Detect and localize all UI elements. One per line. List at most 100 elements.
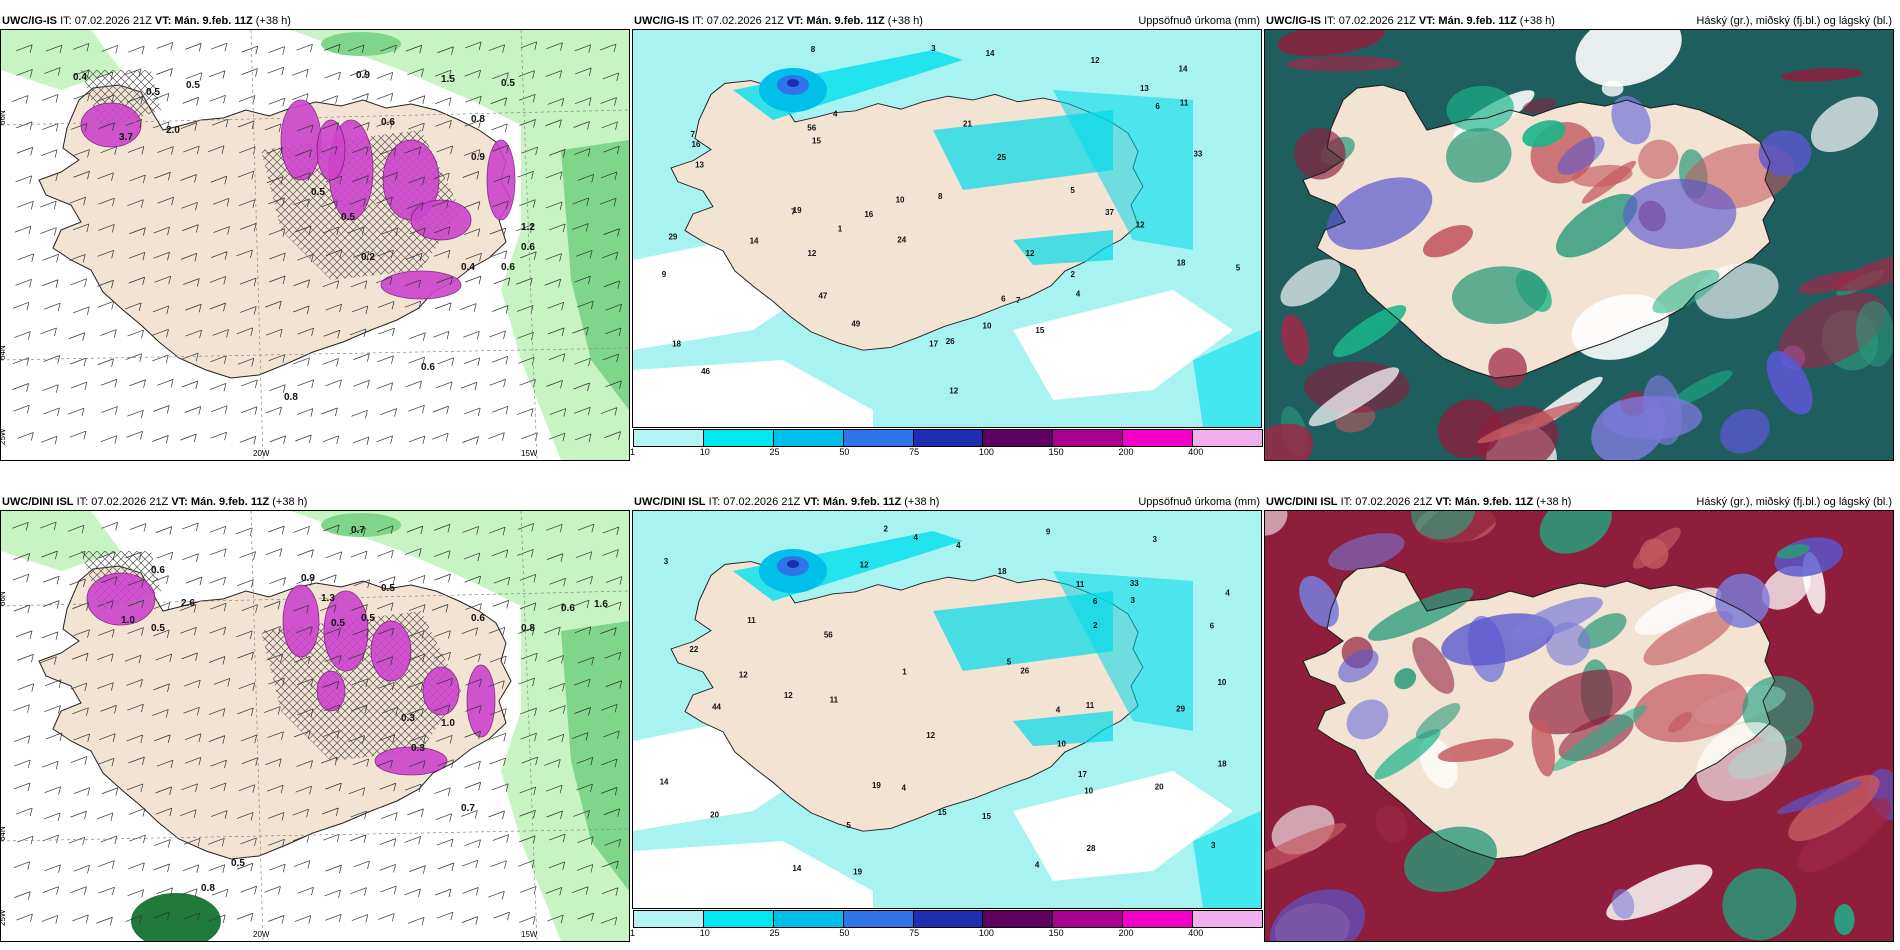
wind-barb <box>155 526 173 535</box>
wind-barb <box>68 332 86 341</box>
precip-map[interactable]: 14 8 15 6 16 12 26 14 4 7 24 19 47 56 21 13 37 33 25 12 12 18… <box>632 29 1262 428</box>
model-name: UWC/DINI ISL <box>2 496 74 508</box>
wind-barb <box>153 911 170 921</box>
wind-barb <box>73 92 90 102</box>
legend-label: 200 <box>1118 447 1134 457</box>
wind-barb <box>240 406 258 415</box>
wind-barb <box>546 523 563 533</box>
wind-barb <box>601 251 619 261</box>
wind-barb <box>323 833 340 843</box>
wind-barb <box>576 783 593 793</box>
wind-barb <box>600 171 618 180</box>
snow-value: 1.0 <box>121 615 135 626</box>
wind-barb <box>264 626 281 635</box>
wind-barb <box>294 730 311 739</box>
wind-barb <box>600 407 618 416</box>
wind-barb <box>576 575 593 585</box>
wind-barb <box>237 579 254 588</box>
wind-barb <box>127 599 145 609</box>
wind-barb <box>208 70 226 79</box>
legend-label: 150 <box>1048 447 1064 457</box>
wind-barb <box>13 735 31 744</box>
wind-barb <box>491 123 508 133</box>
precip-value: 1 <box>902 668 907 677</box>
wind-barb <box>293 526 310 535</box>
wind-barb <box>14 225 32 235</box>
precip-value: 14 <box>660 777 669 786</box>
wind-barb <box>181 202 198 211</box>
wind-barb <box>180 809 197 818</box>
precip-value: 6 <box>1155 102 1160 111</box>
cloud-cell <box>1374 728 1441 780</box>
wind-barb <box>381 172 398 181</box>
panel-igis-cloud: UWC/IG-IS IT: 07.02.2026 21Z VT: Mán. 9.… <box>1264 13 1894 461</box>
wind-barb <box>493 576 511 586</box>
precip-band <box>1013 230 1113 265</box>
precip-value: 16 <box>692 140 701 149</box>
wind-barb <box>98 197 115 207</box>
wind-barb <box>182 864 200 873</box>
wind-barb <box>97 172 114 181</box>
wind-barb <box>41 915 59 924</box>
cloud-cell <box>1338 649 1379 683</box>
model-name: UWC/DINI ISL <box>1266 496 1338 508</box>
precip-value: 3 <box>664 557 669 566</box>
wind-barb <box>180 174 197 183</box>
wind-barb <box>296 577 313 586</box>
cloud-map[interactable] <box>1264 510 1894 942</box>
wind-barb <box>68 550 86 560</box>
wind-barb <box>13 861 31 870</box>
wind-barb <box>155 653 173 663</box>
wind-barb <box>98 224 115 233</box>
precip-value: 56 <box>807 123 816 132</box>
wind-barb <box>152 328 169 338</box>
wind-barb <box>353 379 370 389</box>
snow-value: 0.9 <box>356 70 370 81</box>
wind-barb <box>184 733 202 742</box>
wind-barb <box>101 406 118 415</box>
wind-barb <box>520 732 537 742</box>
wind-barb <box>576 864 594 873</box>
wind-barb <box>73 865 90 874</box>
wind-barb <box>408 760 426 769</box>
precip-value: 1 <box>838 224 843 233</box>
wind-barb <box>152 121 170 131</box>
wind-barb <box>268 275 286 285</box>
wind-barb <box>69 430 87 440</box>
wind-barb <box>575 67 592 77</box>
wind-barb <box>17 683 35 692</box>
legend-swatch <box>1123 430 1194 446</box>
wind-barb <box>16 807 33 817</box>
wind-barb <box>100 146 118 155</box>
snow-value: 2.6 <box>181 598 195 609</box>
wind-barb <box>44 302 61 312</box>
wind-barb <box>575 551 593 560</box>
wind-barb <box>375 276 393 286</box>
cloud-map[interactable] <box>1264 29 1894 461</box>
wind-barb <box>461 810 478 819</box>
wind-snow-map[interactable]: 0.6 0.7 2.6 1.0 0.5 0.9 1.3 0.5 0.5 0.6 0.8 0.3 0.7 1… <box>0 510 630 942</box>
lon-label: 20W <box>253 930 270 939</box>
wind-barb <box>70 381 88 391</box>
wind-barb <box>325 303 342 313</box>
wind-barb <box>265 406 282 416</box>
wind-barb <box>213 678 231 687</box>
wind-barb <box>348 652 365 662</box>
panel-dini-cloud: UWC/DINI ISL IT: 07.02.2026 21Z VT: Mán.… <box>1264 494 1894 942</box>
init-time: IT: 07.02.2026 21Z <box>76 496 169 508</box>
legend-label: 50 <box>839 928 850 938</box>
precip-map[interactable]: 11 4 6 11 11 12 15 4 4 3 26 18 44 29 56 22 33 20 14 17 19 18 1… <box>632 510 1262 909</box>
precip-value: 2 <box>884 525 889 534</box>
wind-barb <box>434 573 451 583</box>
wind-barb <box>236 630 253 639</box>
precip-value: 17 <box>929 340 938 349</box>
wind-barb <box>98 886 115 896</box>
wind-barb <box>240 223 257 232</box>
wind-barb <box>297 549 314 558</box>
wind-barb <box>407 202 424 211</box>
wind-barb <box>13 404 30 414</box>
wind-snow-map[interactable]: 0.4 0.5 3.7 2.0 0.5 0.9 1.5 0.5 0.6 0.8 1.2 0.6 0.5 0… <box>0 29 630 461</box>
wind-barb <box>96 916 113 926</box>
wind-shade <box>561 140 629 410</box>
cloud-cell <box>1722 868 1797 941</box>
